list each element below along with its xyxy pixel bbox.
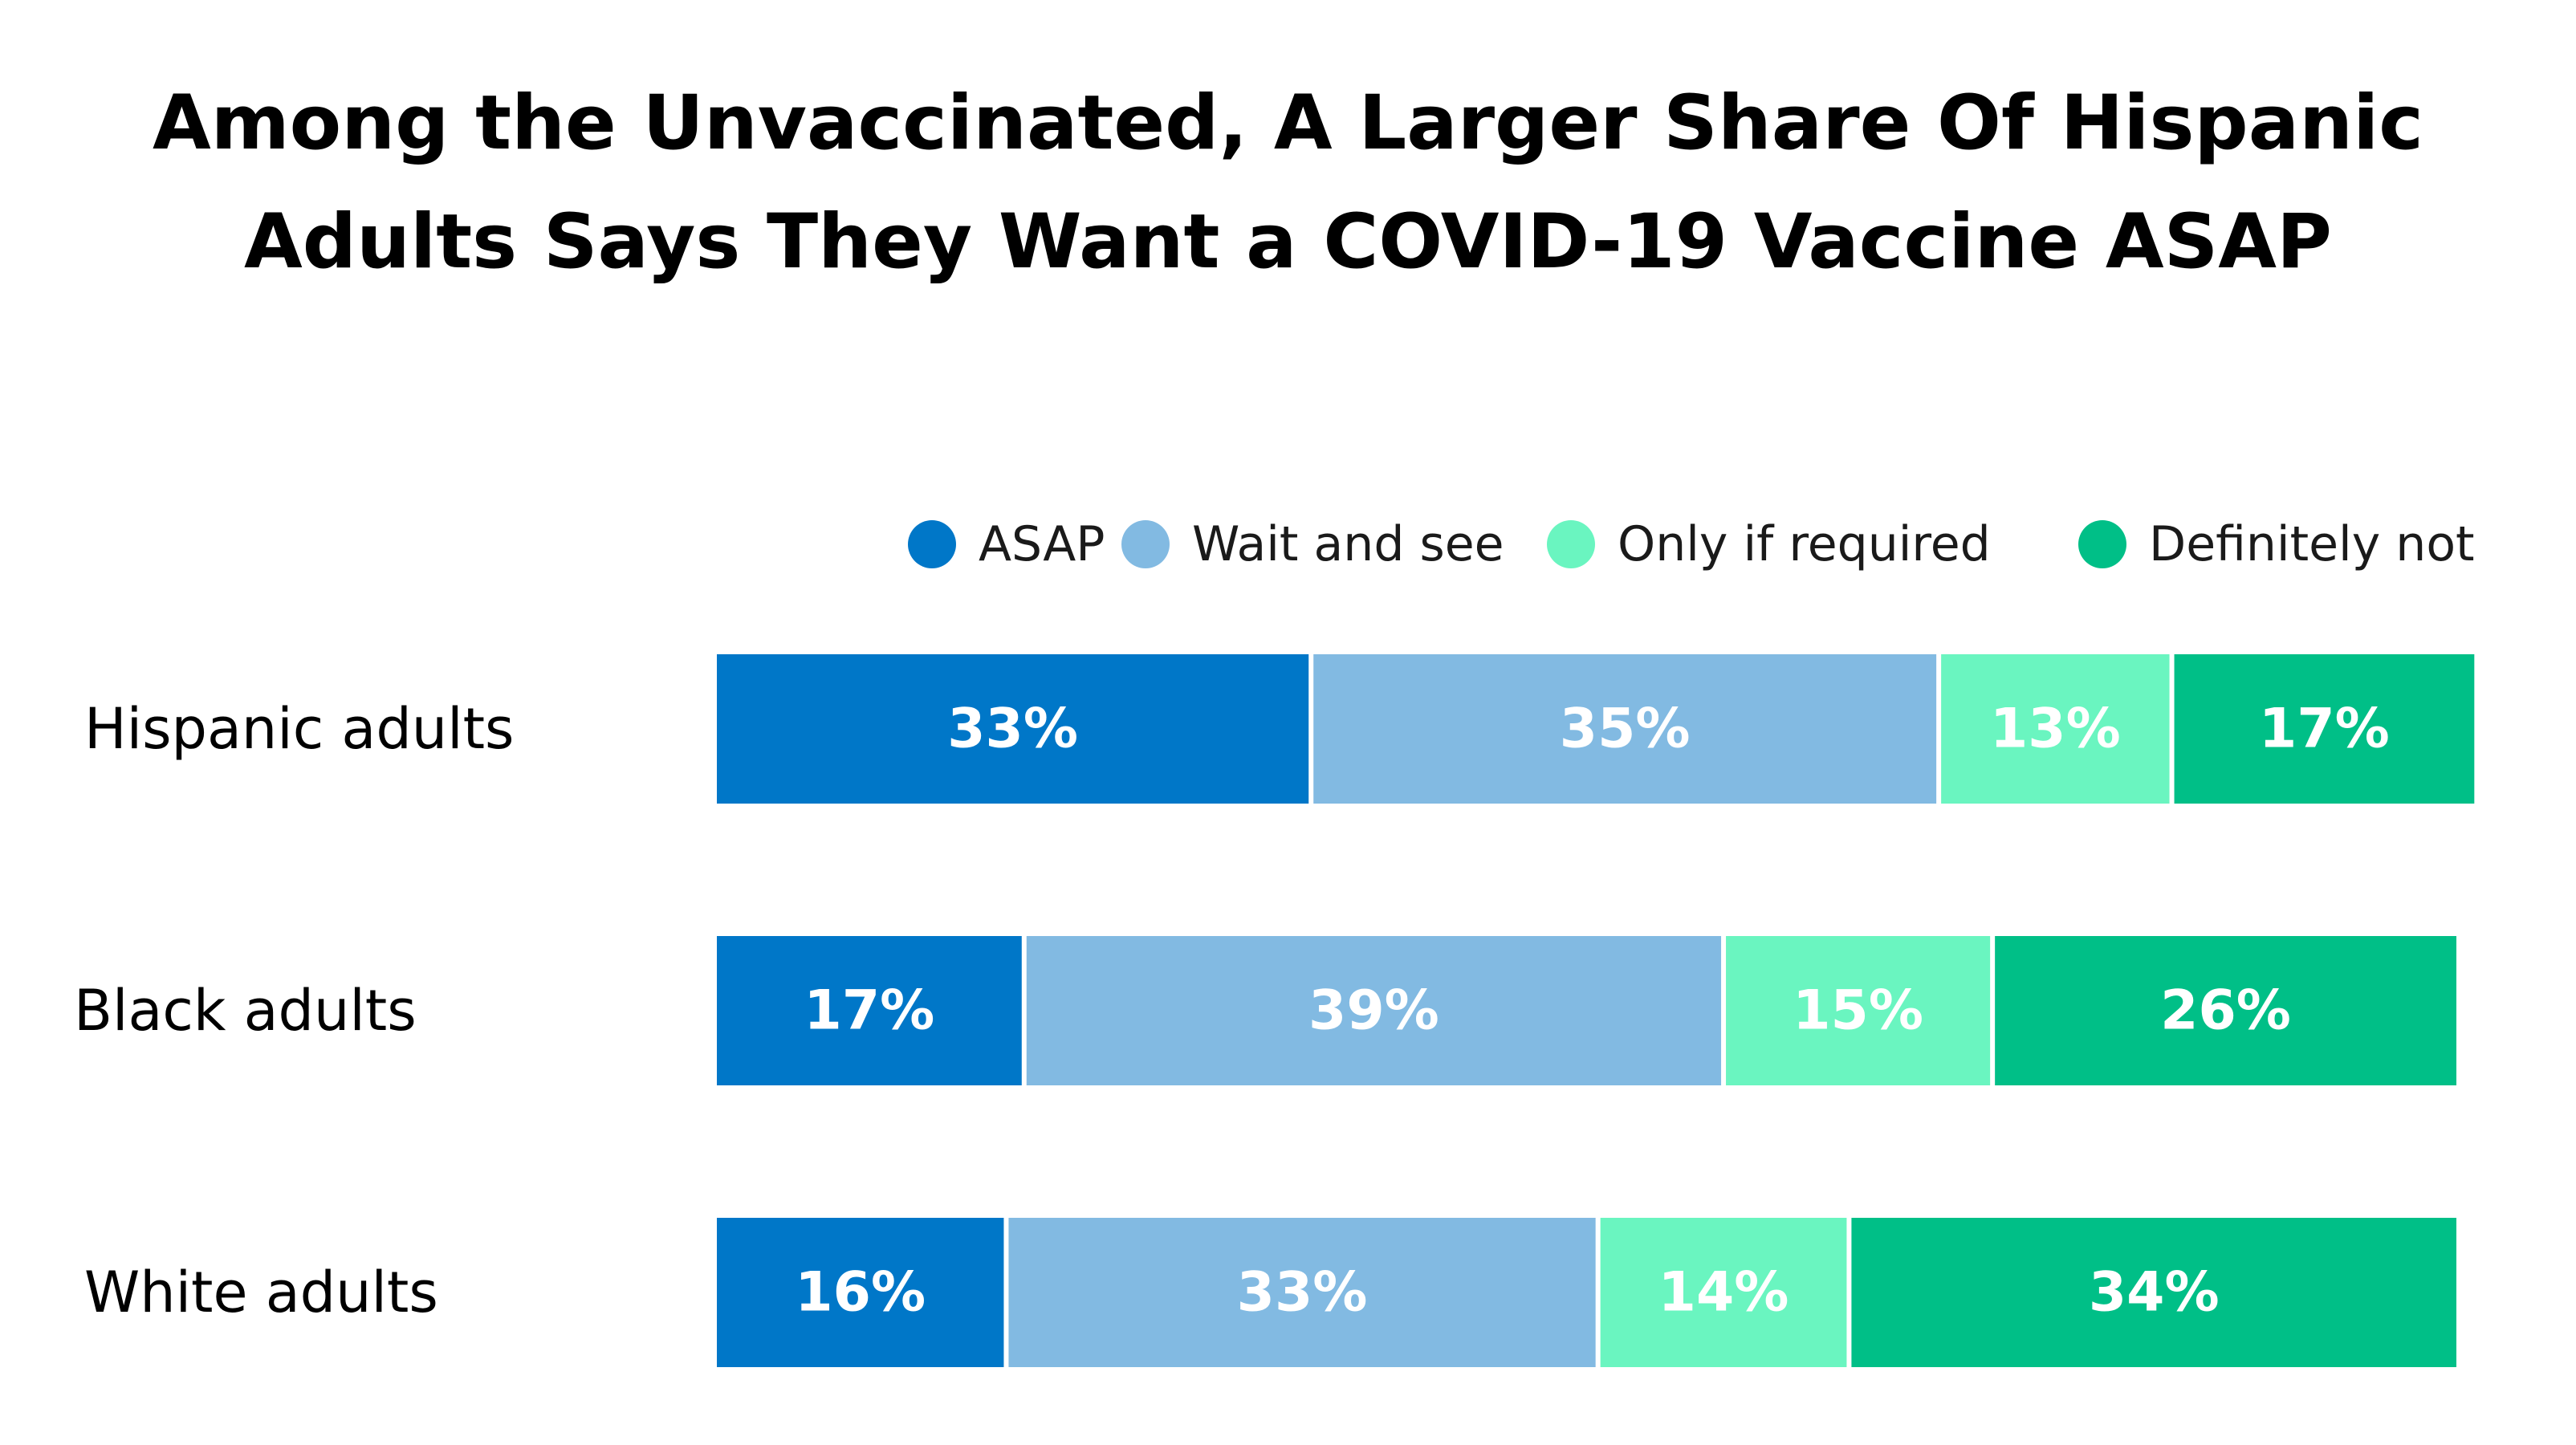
bar-row-hispanic-adults: Hispanic adults 33% 35% 13% 17%: [84, 654, 2475, 804]
legend-swatch-wait-and-see: [1121, 520, 1170, 568]
category-label-black-adults: Black adults: [74, 978, 417, 1044]
chart-title-line-1: Among the Unvaccinated, A Larger Share O…: [152, 79, 2424, 167]
legend-swatch-asap: [908, 520, 956, 568]
chart-title: Among the Unvaccinated, A Larger Share O…: [0, 64, 2576, 302]
bar-segment-white-adults-asap: [717, 1218, 1004, 1367]
data-label-hispanic-adults-wait-and-see: 35%: [1560, 698, 1691, 761]
data-label-hispanic-adults-only-if-required: 13%: [1990, 698, 2121, 761]
bar-segment-hispanic-adults-asap: [717, 654, 1309, 804]
bar-segment-hispanic-adults-only-if-required: [1941, 654, 2170, 804]
legend: ASAP Wait and see Only if required Definite…: [908, 516, 2475, 572]
legend-item-asap: ASAP: [908, 516, 1105, 572]
bar-segment-black-adults-only-if-required: [1726, 936, 1991, 1085]
data-label-hispanic-adults-definitely-not: 17%: [2259, 698, 2390, 761]
bar-segment-white-adults-definitely-not: [1851, 1218, 2456, 1367]
bar-segment-black-adults-asap: [717, 936, 1022, 1085]
data-label-black-adults-definitely-not: 26%: [2160, 979, 2291, 1043]
legend-item-wait-and-see: Wait and see: [1121, 516, 1504, 572]
data-label-white-adults-definitely-not: 34%: [2089, 1261, 2220, 1325]
chart-title-line-2: Adults Says They Want a COVID-19 Vaccine…: [244, 198, 2332, 286]
bar-segment-hispanic-adults-wait-and-see: [1313, 654, 1937, 804]
category-label-hispanic-adults: Hispanic adults: [84, 696, 515, 762]
legend-item-only-if-required: Only if required: [1547, 516, 1991, 572]
bar-segment-hispanic-adults-definitely-not: [2174, 654, 2475, 804]
data-label-black-adults-asap: 17%: [804, 979, 935, 1043]
data-label-white-adults-only-if-required: 14%: [1658, 1261, 1789, 1325]
bar-segment-white-adults-wait-and-see: [1008, 1218, 1596, 1367]
legend-label-definitely-not: Definitely not: [2149, 516, 2475, 572]
data-label-black-adults-wait-and-see: 39%: [1308, 979, 1439, 1043]
category-label-white-adults: White adults: [84, 1260, 438, 1325]
data-label-hispanic-adults-asap: 33%: [947, 698, 1078, 761]
data-label-white-adults-asap: 16%: [795, 1261, 926, 1325]
legend-label-asap: ASAP: [979, 516, 1105, 572]
bar-segment-black-adults-wait-and-see: [1026, 936, 1722, 1085]
legend-label-only-if-required: Only if required: [1618, 516, 1991, 572]
legend-swatch-only-if-required: [1547, 520, 1595, 568]
bar-row-black-adults: Black adults 17% 39% 15% 26%: [74, 936, 2456, 1085]
data-label-white-adults-wait-and-see: 33%: [1237, 1261, 1368, 1325]
data-label-black-adults-only-if-required: 15%: [1793, 979, 1923, 1043]
bars: Hispanic adults 33% 35% 13% 17% Black adults 1…: [74, 654, 2475, 1367]
bar-segment-white-adults-only-if-required: [1600, 1218, 1847, 1367]
legend-label-wait-and-see: Wait and see: [1192, 516, 1504, 572]
bar-segment-black-adults-definitely-not: [1995, 936, 2456, 1085]
legend-swatch-definitely-not: [2078, 520, 2126, 568]
legend-item-definitely-not: Definitely not: [2078, 516, 2475, 572]
bar-row-white-adults: White adults 16% 33% 14% 34%: [84, 1218, 2456, 1367]
